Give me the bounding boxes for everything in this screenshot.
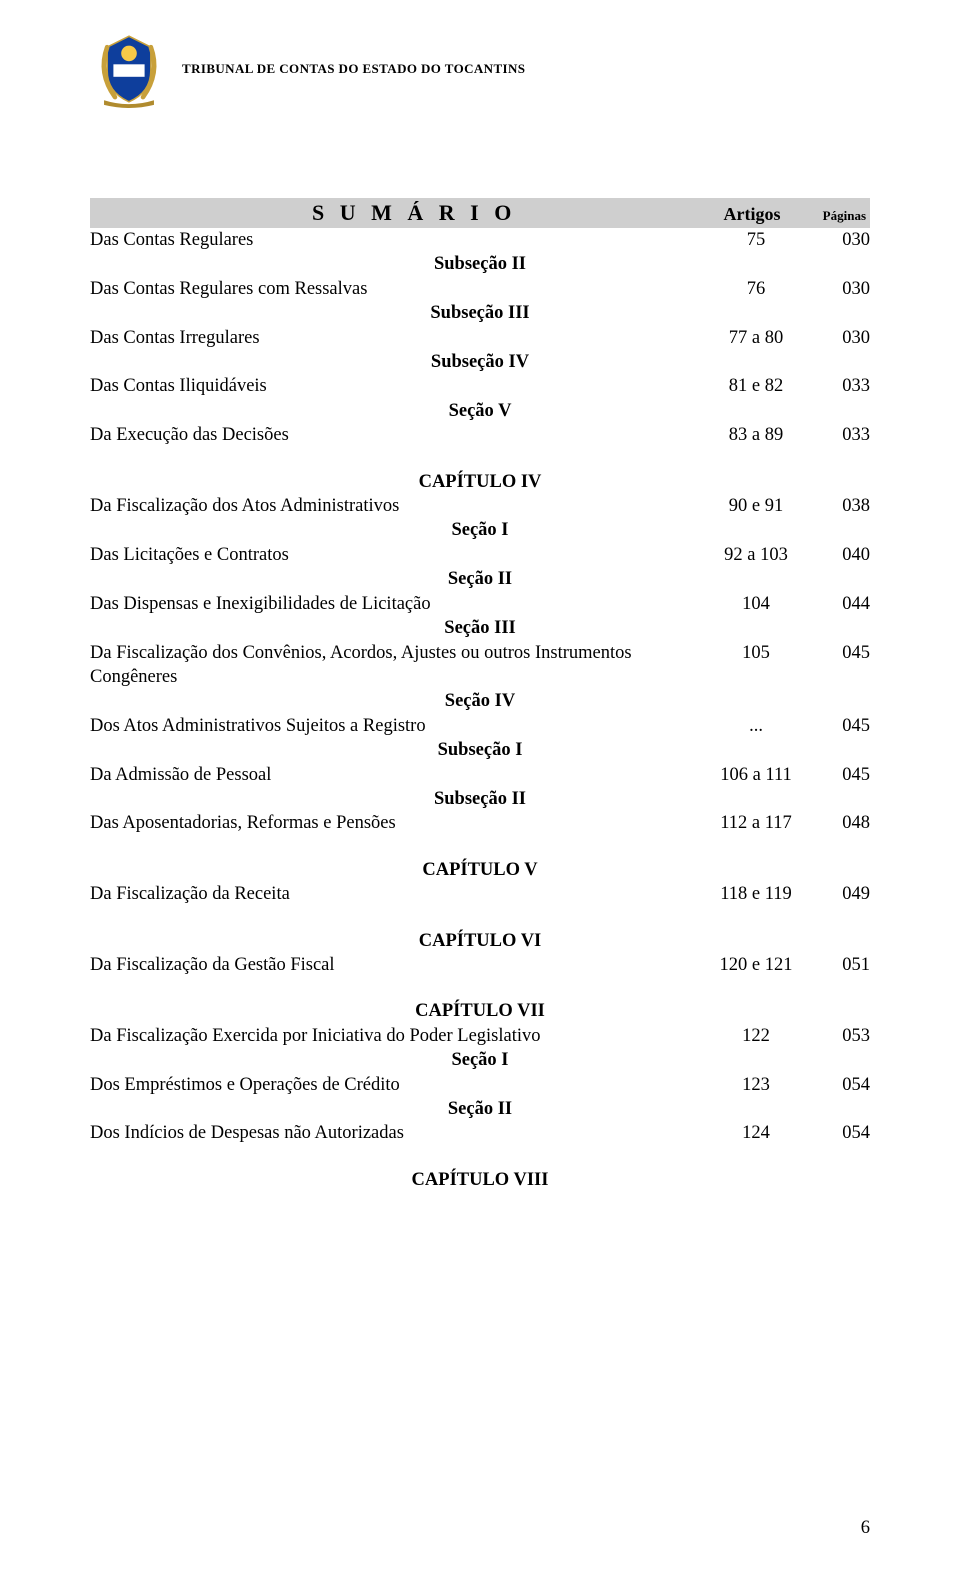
table-of-contents: S U M Á R I O Artigos Páginas Das Contas…: [90, 198, 870, 1192]
toc-row: Das Contas Iliquidáveis81 e 82033: [90, 374, 870, 398]
toc-heading: Seção II: [90, 1097, 870, 1121]
toc-body: Das Contas Regulares75030Subseção IIDas …: [90, 228, 870, 1192]
toc-heading: Seção IV: [90, 689, 870, 713]
toc-row: Dos Empréstimos e Operações de Crédito12…: [90, 1073, 870, 1097]
toc-row-label: Da Fiscalização da Gestão Fiscal: [90, 953, 706, 977]
toc-row: Da Fiscalização da Gestão Fiscal120 e 12…: [90, 953, 870, 977]
toc-row: Das Contas Regulares com Ressalvas76030: [90, 277, 870, 301]
toc-heading: Subseção II: [90, 252, 870, 276]
toc-row: Da Fiscalização da Receita118 e 119049: [90, 882, 870, 906]
toc-row-artigos: 106 a 111: [706, 763, 806, 787]
toc-row-label: Da Execução das Decisões: [90, 423, 706, 447]
toc-row: Da Fiscalização dos Atos Administrativos…: [90, 494, 870, 518]
toc-row-label: Das Contas Regulares: [90, 228, 706, 252]
title-bar: S U M Á R I O Artigos Páginas: [90, 198, 870, 228]
toc-row-artigos: 104: [706, 592, 806, 616]
org-title: TRIBUNAL DE CONTAS DO ESTADO DO TOCANTIN…: [182, 61, 525, 77]
toc-row: Das Dispensas e Inexigibilidades de Lici…: [90, 592, 870, 616]
toc-row-label: Da Admissão de Pessoal: [90, 763, 706, 787]
toc-heading: Seção I: [90, 1048, 870, 1072]
toc-row-artigos: 90 e 91: [706, 494, 806, 518]
toc-row-pagina: 033: [806, 374, 870, 398]
toc-heading: CAPÍTULO VI: [90, 929, 870, 953]
coat-of-arms-icon: [90, 30, 168, 108]
toc-row-pagina: 051: [806, 953, 870, 977]
toc-row-pagina: 054: [806, 1121, 870, 1145]
toc-heading: CAPÍTULO VIII: [90, 1168, 870, 1192]
toc-row-pagina: 030: [806, 277, 870, 301]
toc-row-label: Da Fiscalização Exercida por Iniciativa …: [90, 1024, 706, 1048]
toc-row-artigos: 120 e 121: [706, 953, 806, 977]
toc-row-artigos: 124: [706, 1121, 806, 1145]
toc-row-pagina: 045: [806, 763, 870, 787]
toc-row: Das Contas Irregulares77 a 80030: [90, 326, 870, 350]
toc-heading: Subseção II: [90, 787, 870, 811]
toc-row-pagina: 030: [806, 228, 870, 252]
toc-heading: Seção I: [90, 518, 870, 542]
toc-row-artigos: 83 a 89: [706, 423, 806, 447]
toc-heading: Subseção IV: [90, 350, 870, 374]
toc-row-pagina: 044: [806, 592, 870, 616]
toc-row-artigos: 123: [706, 1073, 806, 1097]
toc-row-artigos: 75: [706, 228, 806, 252]
toc-heading: Seção V: [90, 399, 870, 423]
toc-row-label: Da Fiscalização da Receita: [90, 882, 706, 906]
toc-row-artigos: 118 e 119: [706, 882, 806, 906]
toc-row-label: Dos Atos Administrativos Sujeitos a Regi…: [90, 714, 706, 738]
toc-row-label: Dos Empréstimos e Operações de Crédito: [90, 1073, 706, 1097]
toc-row: Da Fiscalização Exercida por Iniciativa …: [90, 1024, 870, 1048]
toc-row-pagina: 045: [806, 641, 870, 665]
toc-heading: CAPÍTULO VII: [90, 999, 870, 1023]
toc-row-artigos: ...: [706, 714, 806, 738]
page-number: 6: [861, 1518, 870, 1539]
toc-row: Das Licitações e Contratos92 a 103040: [90, 543, 870, 567]
toc-row-label: Das Contas Regulares com Ressalvas: [90, 277, 706, 301]
toc-row-pagina: 049: [806, 882, 870, 906]
toc-row-artigos: 81 e 82: [706, 374, 806, 398]
toc-row-artigos: 122: [706, 1024, 806, 1048]
org-logo: [90, 30, 168, 108]
toc-row-label: Das Dispensas e Inexigibilidades de Lici…: [90, 592, 706, 616]
toc-heading: Subseção III: [90, 301, 870, 325]
toc-row: Da Execução das Decisões83 a 89033: [90, 423, 870, 447]
toc-row-pagina: 048: [806, 811, 870, 835]
toc-row-label: Das Aposentadorias, Reformas e Pensões: [90, 811, 706, 835]
toc-row-artigos: 76: [706, 277, 806, 301]
toc-heading: Seção II: [90, 567, 870, 591]
toc-row-artigos: 92 a 103: [706, 543, 806, 567]
toc-row-artigos: 77 a 80: [706, 326, 806, 350]
toc-row: Das Contas Regulares75030: [90, 228, 870, 252]
toc-row-label: Das Licitações e Contratos: [90, 543, 706, 567]
toc-row-label: Dos Indícios de Despesas não Autorizadas: [90, 1121, 706, 1145]
toc-heading: CAPÍTULO IV: [90, 470, 870, 494]
toc-heading: Seção III: [90, 616, 870, 640]
toc-row-label: Da Fiscalização dos Atos Administrativos: [90, 494, 706, 518]
toc-heading: Subseção I: [90, 738, 870, 762]
toc-row-pagina: 038: [806, 494, 870, 518]
toc-row-pagina: 045: [806, 714, 870, 738]
toc-row-label: Da Fiscalização dos Convênios, Acordos, …: [90, 641, 706, 690]
toc-row-pagina: 053: [806, 1024, 870, 1048]
toc-row: Das Aposentadorias, Reformas e Pensões11…: [90, 811, 870, 835]
toc-row: Dos Atos Administrativos Sujeitos a Regi…: [90, 714, 870, 738]
toc-row-pagina: 054: [806, 1073, 870, 1097]
toc-heading: CAPÍTULO V: [90, 858, 870, 882]
toc-row-pagina: 030: [806, 326, 870, 350]
toc-row-label: Das Contas Irregulares: [90, 326, 706, 350]
toc-row: Da Fiscalização dos Convênios, Acordos, …: [90, 641, 870, 690]
toc-row: Da Admissão de Pessoal106 a 111045: [90, 763, 870, 787]
toc-row-artigos: 112 a 117: [706, 811, 806, 835]
summary-title: S U M Á R I O: [312, 200, 702, 226]
toc-row-label: Das Contas Iliquidáveis: [90, 374, 706, 398]
page-header: TRIBUNAL DE CONTAS DO ESTADO DO TOCANTIN…: [90, 30, 870, 108]
toc-row: Dos Indícios de Despesas não Autorizadas…: [90, 1121, 870, 1145]
column-header-artigos: Artigos: [702, 204, 802, 225]
toc-row-pagina: 033: [806, 423, 870, 447]
column-header-paginas: Páginas: [802, 208, 866, 224]
toc-row-artigos: 105: [706, 641, 806, 665]
toc-row-pagina: 040: [806, 543, 870, 567]
